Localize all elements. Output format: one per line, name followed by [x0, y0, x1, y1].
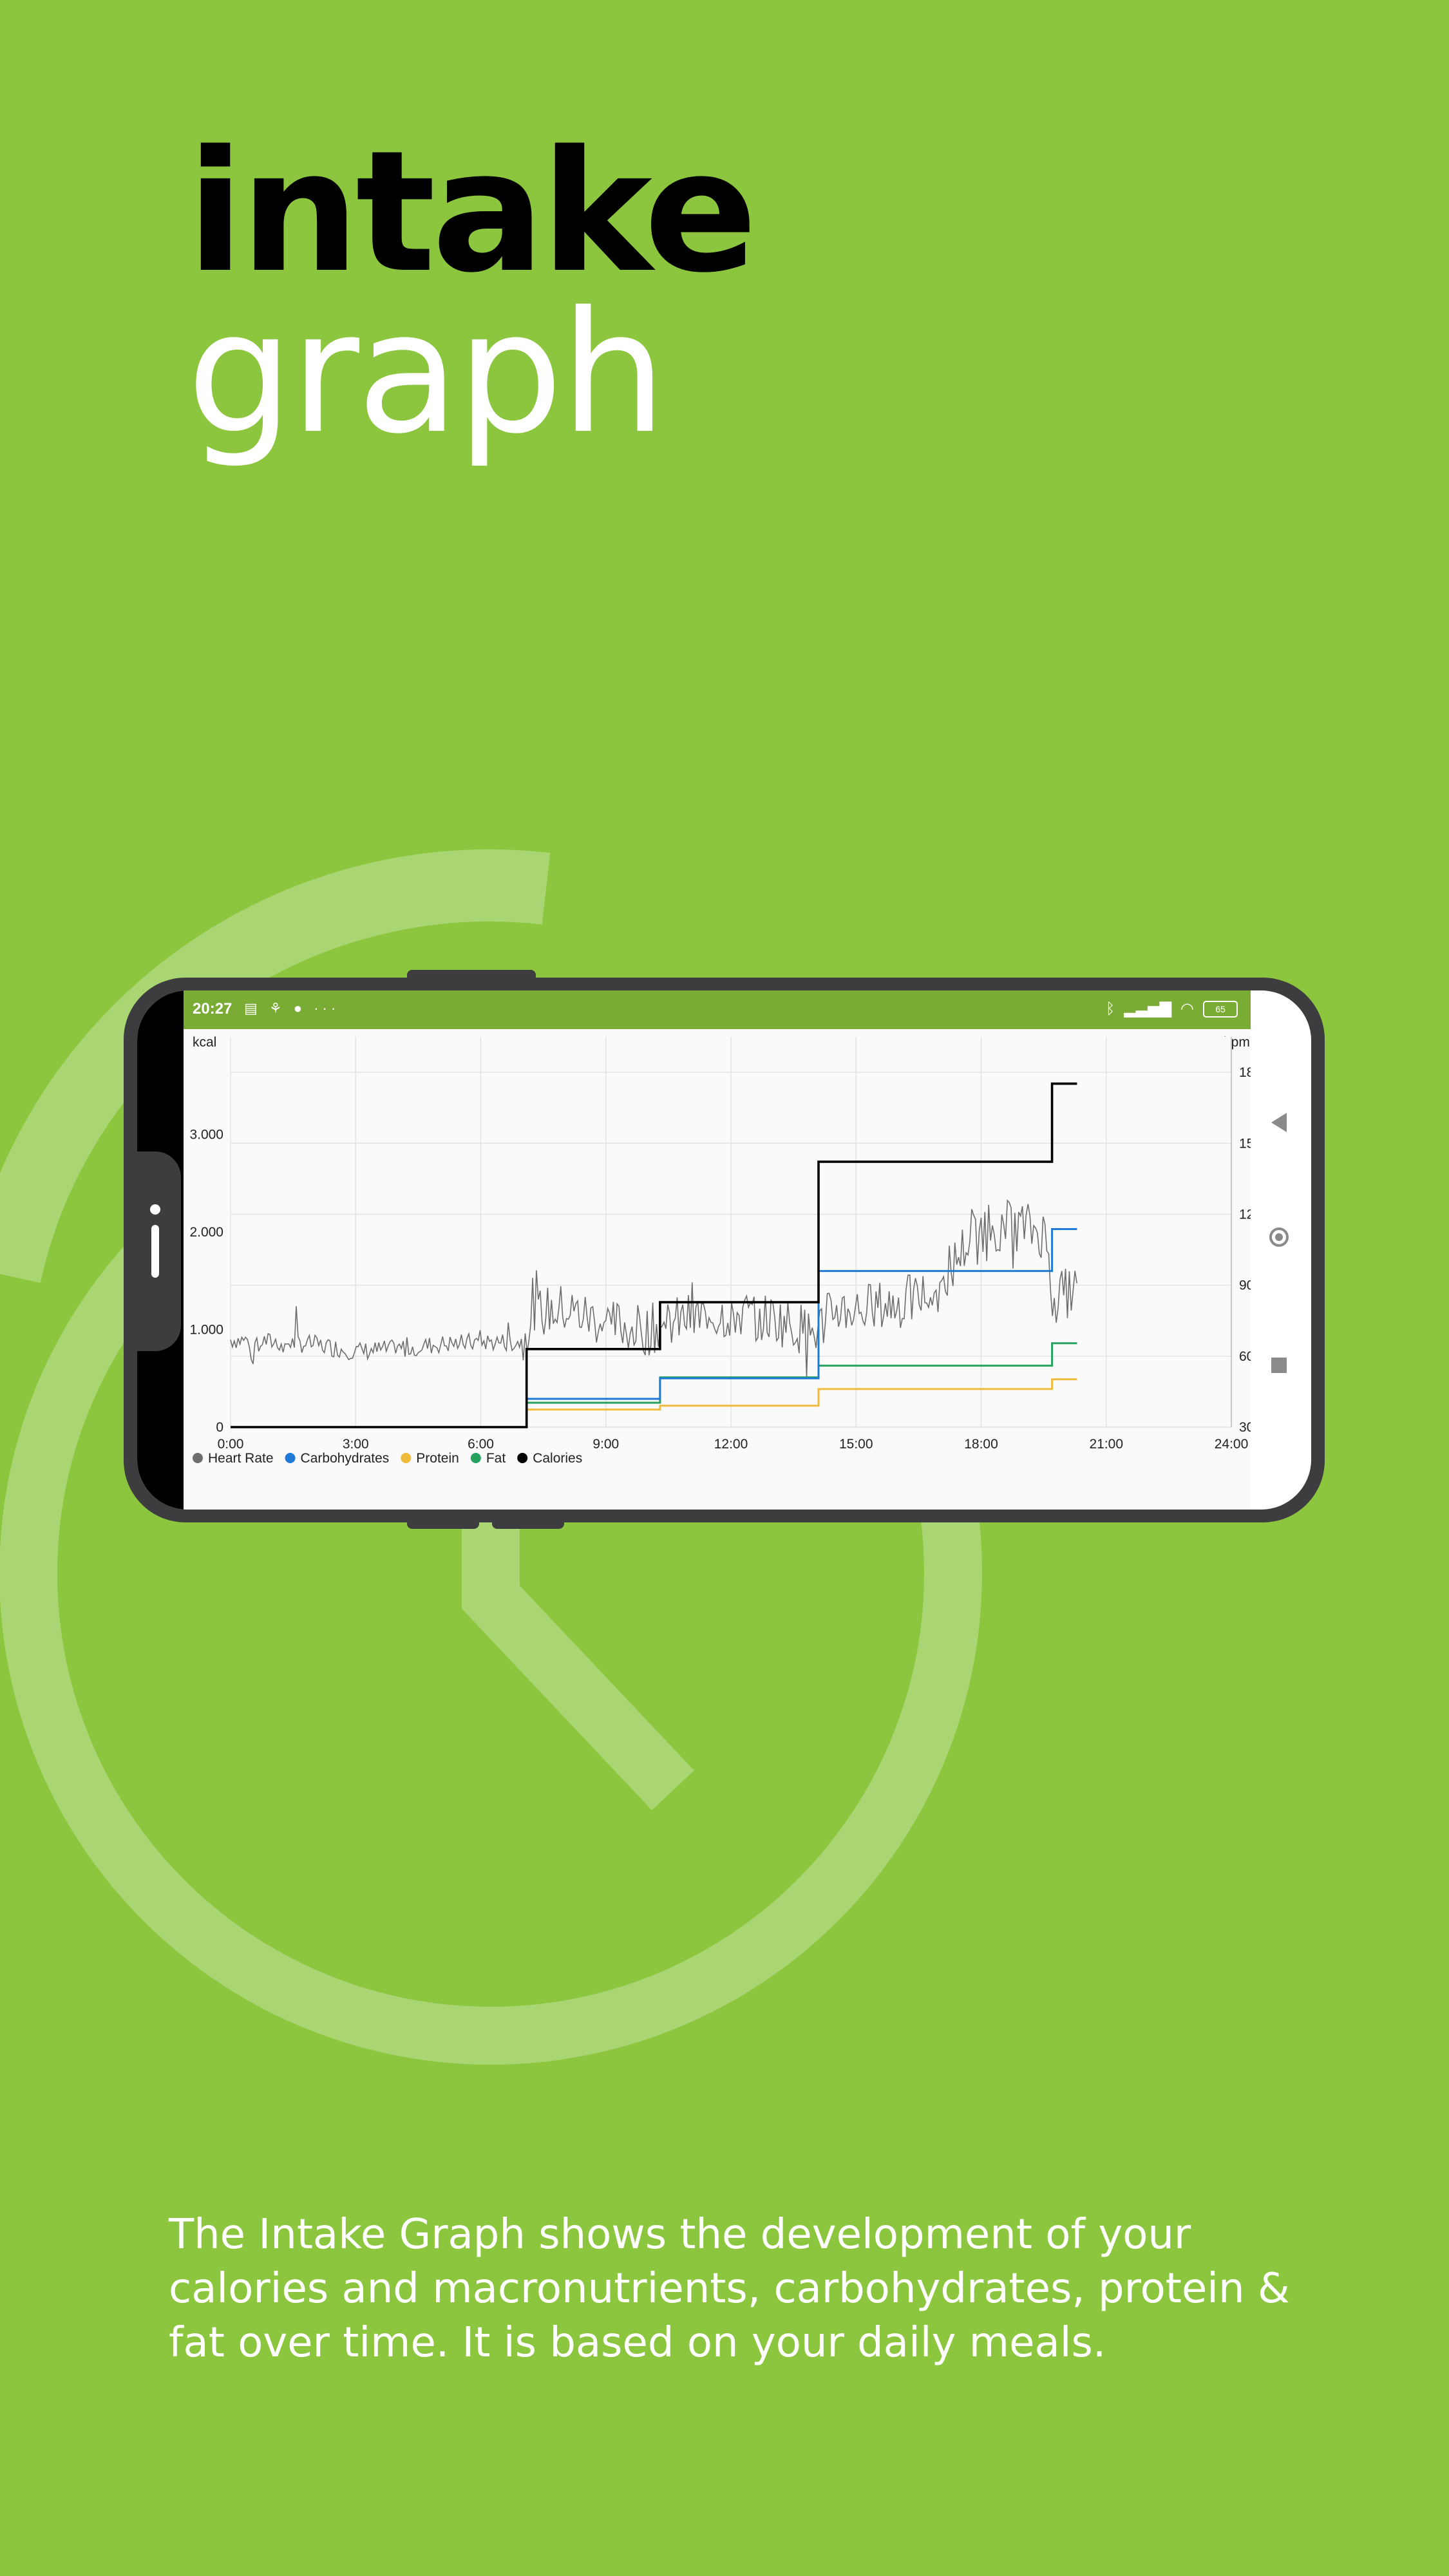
y-right-tick-label: 90: [1239, 1278, 1251, 1293]
y-right-tick-label: 180: [1239, 1065, 1251, 1080]
y-left-tick-label: 2.000: [189, 1225, 223, 1240]
navigation-bar: [1251, 990, 1311, 1510]
legend-label: Carbohydrates: [301, 1451, 390, 1466]
chart-ticks: 0:00 3:00 6:00 9:00 12:00 15:00 18:00 21:00 24:0…: [189, 1065, 1251, 1452]
intake-app: 20:27 ▤ ⚘ ● ··· ᛒ ▂▃▅▇ ◠ 65 Intake Diagr…: [184, 990, 1251, 1510]
legend-marker: [470, 1453, 481, 1463]
series-heart-rate-line: [230, 1199, 1077, 1378]
y-left-tick-label: 1.000: [189, 1323, 223, 1338]
speaker-icon: [151, 1225, 159, 1278]
y-right-tick-label: 120: [1239, 1207, 1251, 1222]
legend-marker: [285, 1453, 296, 1463]
y-left-tick-label: 3.000: [189, 1128, 223, 1142]
x-tick-label: 0:00: [218, 1437, 244, 1452]
x-tick-label: 6:00: [468, 1437, 494, 1452]
chart-grid: [230, 1037, 1232, 1428]
battery-icon: 65: [1203, 1000, 1238, 1018]
chart-legend[interactable]: Heart Rate Carbohydrates Protein Fat Calorie…: [193, 1451, 582, 1466]
legend-marker: [517, 1453, 528, 1463]
more-icon: ···: [314, 1000, 340, 1016]
user-icon: ●: [293, 1000, 307, 1016]
back-icon[interactable]: [1271, 1113, 1287, 1132]
legend-label: Calories: [533, 1451, 582, 1466]
camera-notch: [137, 1151, 181, 1351]
headline-word-graph: graph: [187, 276, 667, 471]
x-tick-label: 24:00: [1215, 1437, 1249, 1452]
y-right-tick-label: 30: [1239, 1420, 1251, 1435]
legend-label: Heart Rate: [208, 1451, 274, 1466]
x-tick-label: 3:00: [343, 1437, 369, 1452]
legend-label: Fat: [486, 1451, 506, 1466]
series-carbohydrates-line: [526, 1228, 1077, 1400]
y-right-tick-label: 150: [1239, 1136, 1251, 1151]
status-right-icons: ᛒ ▂▃▅▇ ◠ 65: [1106, 999, 1238, 1018]
status-left-icons: ▤ ⚘ ● ···: [244, 1000, 339, 1017]
status-bar: 20:27 ▤ ⚘ ● ··· ᛒ ▂▃▅▇ ◠ 65: [184, 990, 1251, 1029]
x-tick-label: 18:00: [964, 1437, 998, 1452]
recent-apps-icon[interactable]: [1271, 1358, 1287, 1373]
series-calories-line: [231, 1082, 1077, 1428]
camera-icon: [150, 1204, 160, 1215]
home-icon[interactable]: [1269, 1227, 1289, 1247]
legend-marker: [193, 1453, 203, 1463]
share-icon: ⚘: [269, 1000, 286, 1016]
series-protein-line: [526, 1378, 1077, 1411]
legend-marker: [401, 1453, 412, 1463]
headline-word-intake: intake: [187, 115, 757, 310]
signal-icon: ▂▃▅▇: [1124, 1000, 1172, 1018]
caption-text: The Intake Graph shows the development o…: [169, 2211, 1290, 2367]
intake-chart[interactable]: Intake Diagram kcal bpm 0:003:006:009:00…: [184, 1029, 1251, 1510]
x-tick-label: 12:00: [714, 1437, 748, 1452]
legend-label: Protein: [416, 1451, 459, 1466]
chart-series: [230, 1082, 1077, 1428]
headline: intake graph: [187, 115, 757, 471]
left-axis-unit: kcal: [193, 1035, 216, 1050]
y-left-tick-label: 0: [216, 1420, 223, 1435]
x-tick-label: 9:00: [592, 1437, 619, 1452]
bluetooth-icon: ᛒ: [1105, 999, 1115, 1018]
phone-screen: 20:27 ▤ ⚘ ● ··· ᛒ ▂▃▅▇ ◠ 65 Intake Diagr…: [137, 990, 1311, 1510]
y-right-tick-label: 60: [1239, 1349, 1251, 1364]
document-icon: ▤: [244, 1000, 261, 1016]
wifi-icon: ◠: [1180, 1000, 1194, 1018]
status-time: 20:27: [193, 1000, 232, 1018]
x-tick-label: 21:00: [1089, 1437, 1123, 1452]
x-tick-label: 15:00: [839, 1437, 873, 1452]
